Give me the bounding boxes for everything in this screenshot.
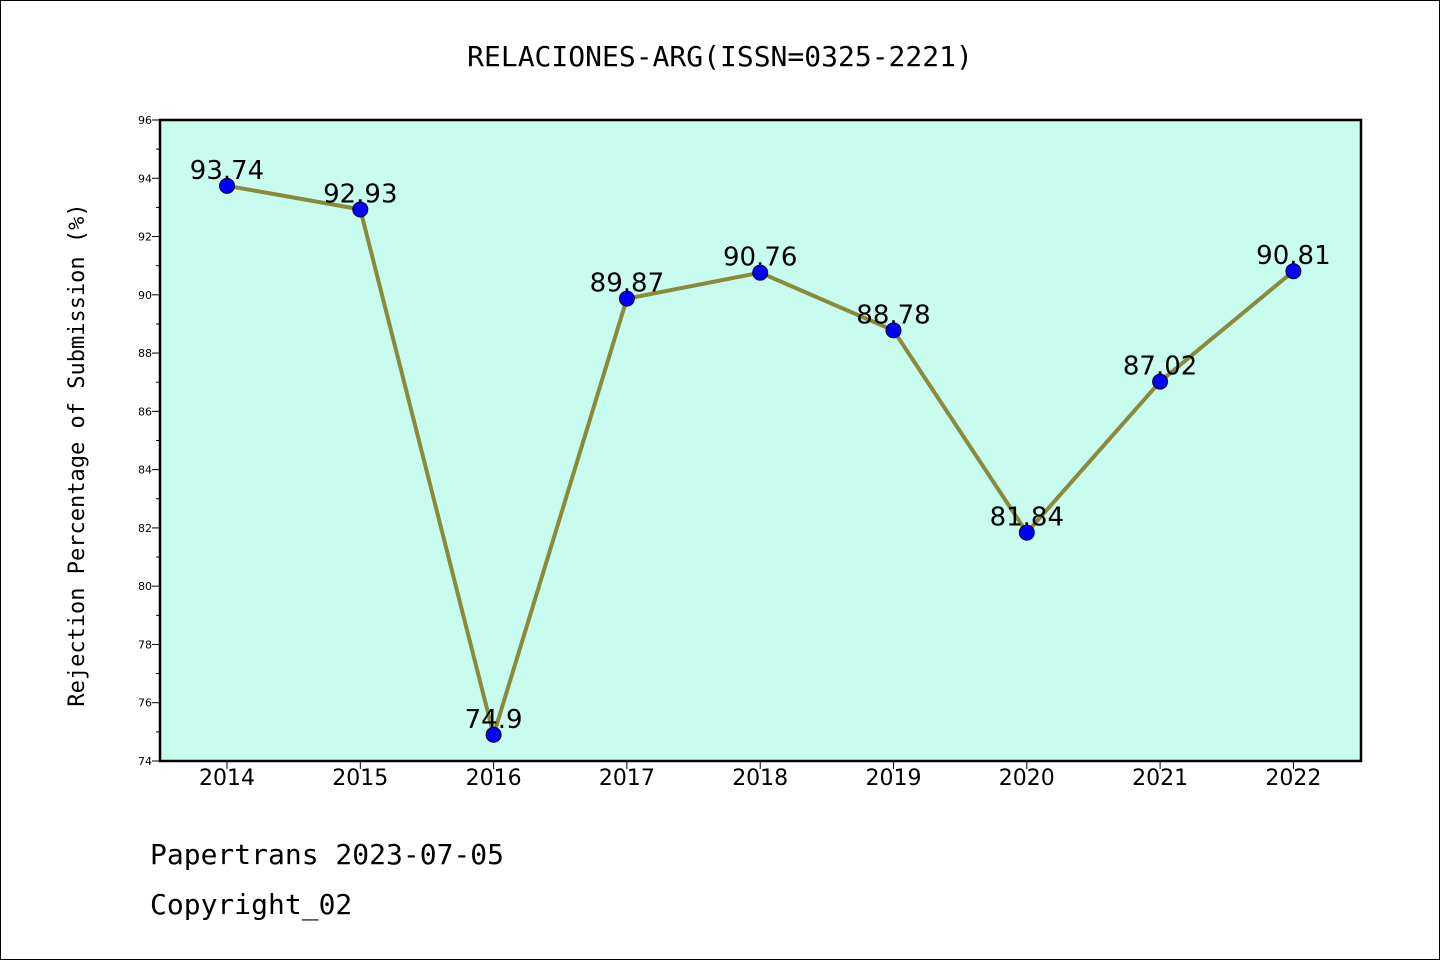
y-tick-label: 82 [138,522,152,535]
data-point [219,177,235,194]
data-point [1018,524,1035,541]
data-label: 93.74 [190,156,264,186]
x-tick-label: 2020 [999,766,1055,791]
footer-line-1: Papertrans 2023-07-05 [150,838,504,871]
series-line-group [219,177,1302,743]
y-tick-label: 92 [138,231,152,244]
data-point [752,264,769,281]
y-tick-label: 84 [138,464,152,477]
data-label: 92.93 [323,179,397,209]
data-label: 81.84 [990,503,1064,533]
data-label: 88.78 [856,300,930,330]
chart-title: RELACIONES-ARG(ISSN=0325-2221) [467,40,973,73]
data-label: 90.76 [723,243,797,273]
x-tick-label: 2021 [1132,766,1188,791]
data-point [618,290,635,307]
data-label: 74.9 [465,705,523,735]
data-point [352,201,369,218]
y-tick-label: 74 [138,755,152,768]
data-point [885,322,902,339]
plot-area [158,118,1363,763]
data-label: 90.81 [1256,241,1330,271]
data-point [1285,263,1302,280]
footer-line-2: Copyright_02 [150,888,352,922]
y-axis-label: Rejection Percentage of Submission (%) [65,203,90,706]
y-axis: 74 76 78 80 82 84 86 88 90 92 94 96 [138,114,160,768]
data-label: 89.87 [590,269,664,299]
data-label-group: 93.74 92.93 74.9 89.87 90.76 88.78 81.84 87.02 9… [190,156,1331,735]
y-tick-label: 94 [138,172,152,185]
x-tick-label: 2016 [466,766,522,791]
x-tick-label: 2022 [1265,766,1321,791]
y-tick-label: 78 [138,638,152,651]
x-tick-label: 2019 [866,766,922,791]
y-tick-label: 90 [138,289,152,302]
y-tick-label: 96 [138,114,152,127]
data-label: 87.02 [1123,352,1197,382]
x-tick-label: 2017 [599,766,655,791]
y-tick-label: 80 [138,580,152,593]
x-tick-label: 2018 [732,766,788,791]
data-point [485,726,502,743]
x-tick-label: 2015 [332,766,388,791]
x-tick-label: 2014 [199,766,255,791]
data-point [1152,373,1169,390]
x-axis: 2014 2015 2016 2017 2018 2019 2020 2021 2022 [199,761,1321,791]
y-tick-label: 86 [138,405,152,418]
y-tick-label: 76 [138,697,152,710]
y-tick-label: 88 [138,347,152,360]
